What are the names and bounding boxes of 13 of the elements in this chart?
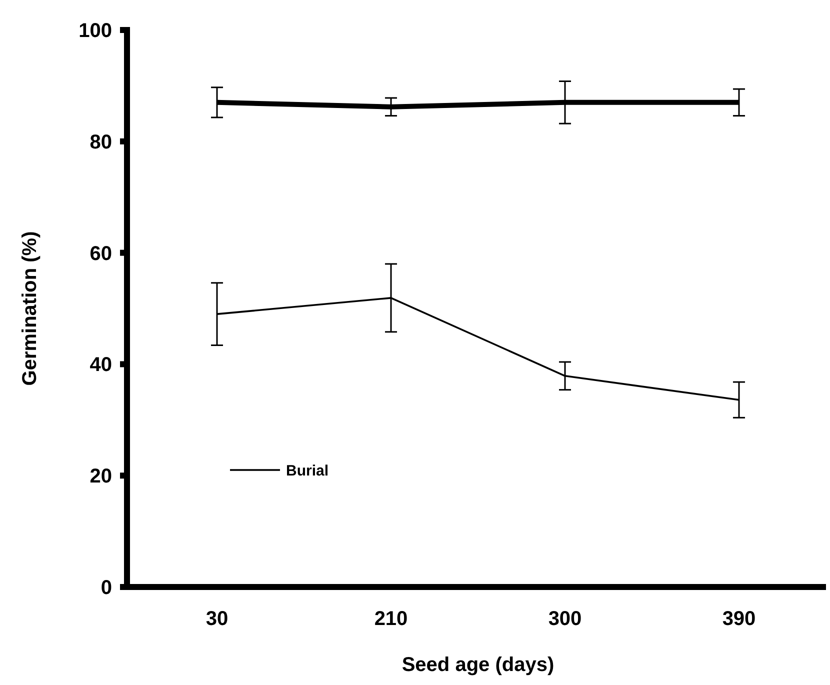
x-tick-label: 390: [722, 608, 756, 630]
y-tick-label: 0: [100, 577, 112, 599]
y-tick-label: 80: [90, 131, 112, 154]
y-tick-label: 100: [78, 20, 112, 42]
x-tick-label: 300: [548, 608, 582, 630]
y-tick-label: 20: [90, 466, 112, 488]
x-axis-title: Seed age (days): [402, 654, 554, 676]
x-tick-label: 30: [206, 608, 228, 630]
x-tick-label: 210: [374, 608, 408, 630]
legend-label: Burial: [286, 462, 329, 480]
y-tick-label: 60: [90, 242, 112, 265]
y-tick-label: 40: [90, 354, 112, 376]
y-axis-title: Germination (%): [19, 231, 41, 386]
